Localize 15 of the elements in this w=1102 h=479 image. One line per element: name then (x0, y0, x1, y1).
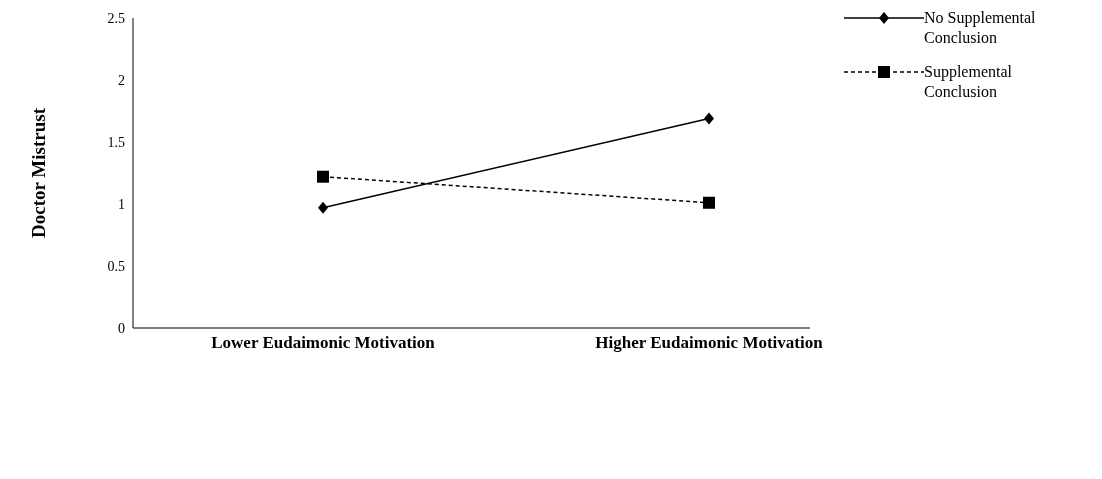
legend-label: No Supplemental Conclusion (924, 8, 1037, 48)
y-tick-label: 2 (118, 72, 125, 88)
x-tick-label: Lower Eudaimonic Motivation (211, 333, 436, 353)
y-tick-label: 1.5 (107, 134, 125, 150)
point (317, 170, 329, 183)
y-tick-label: 0 (118, 320, 125, 336)
y-tick-label: 2.5 (107, 10, 125, 26)
point (318, 201, 328, 214)
point (704, 112, 714, 125)
x-tick-label: Higher Eudaimonic Motivation (595, 333, 824, 353)
y-tick-label: 0.5 (107, 258, 125, 274)
legend-label: Supplemental Conclusion (924, 62, 1013, 102)
y-tick-label: 1 (118, 196, 125, 212)
y-axis-title: Doctor Mistrust (27, 107, 49, 238)
point (703, 196, 715, 209)
